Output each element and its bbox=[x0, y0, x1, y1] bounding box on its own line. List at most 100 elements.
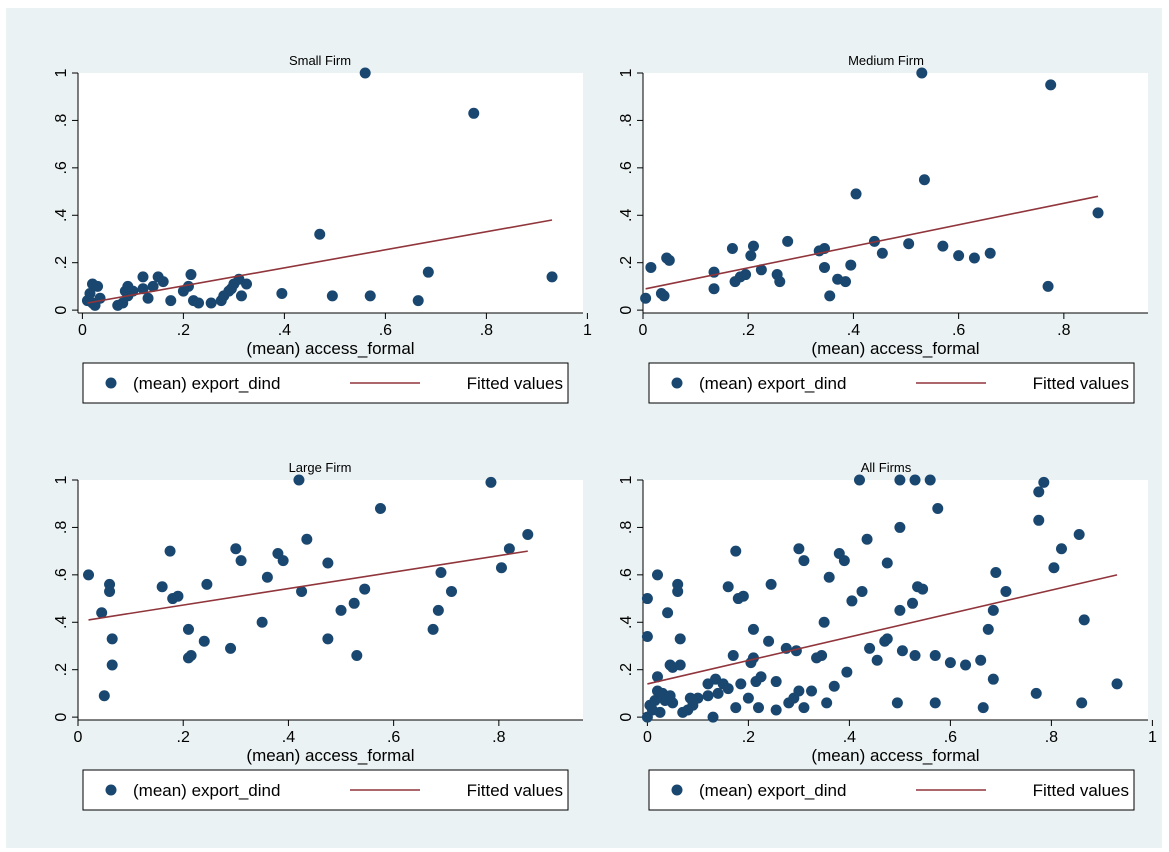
data-point bbox=[137, 283, 149, 295]
x-tick-label: .2 bbox=[742, 729, 755, 746]
data-point bbox=[806, 685, 818, 697]
data-point bbox=[296, 585, 308, 597]
fitted-line bbox=[645, 195, 1099, 290]
x-tick-label: .2 bbox=[742, 322, 755, 339]
data-point bbox=[944, 657, 956, 669]
y-tick-label: .4 bbox=[618, 208, 635, 221]
data-point bbox=[876, 247, 888, 259]
data-point bbox=[314, 228, 326, 240]
data-point bbox=[726, 242, 738, 254]
x-tick-label: .4 bbox=[843, 729, 856, 746]
chart-canvas: Small Firm 0 .2 .4 .6 .8 1 0 .2 .4 .6 .8 1 (mean) acc… bbox=[53, 53, 1157, 811]
y-tick-label: .6 bbox=[53, 161, 70, 174]
data-point bbox=[83, 569, 95, 581]
data-point bbox=[798, 702, 810, 714]
x-tick-label: 1 bbox=[583, 322, 592, 339]
data-point bbox=[755, 264, 767, 276]
data-point bbox=[960, 659, 972, 671]
plot-area bbox=[78, 480, 583, 720]
data-point bbox=[503, 543, 515, 555]
data-point bbox=[1033, 514, 1045, 526]
panel-title: Medium Firm bbox=[848, 53, 924, 68]
x-tick-label: 0 bbox=[78, 322, 87, 339]
x-axis-label: (mean) access_formal bbox=[811, 746, 979, 765]
data-point bbox=[277, 555, 289, 567]
data-point bbox=[104, 585, 116, 597]
panel-1: Small Firm 0 .2 .4 .6 .8 1 0 .2 .4 .6 .8 1 (mean) acc… bbox=[53, 53, 592, 404]
data-point bbox=[984, 247, 996, 259]
legend-marker bbox=[105, 784, 117, 796]
x-tick-label: 0 bbox=[74, 729, 83, 746]
data-point bbox=[864, 642, 876, 654]
data-point bbox=[782, 235, 794, 247]
data-point bbox=[907, 597, 919, 609]
data-point bbox=[894, 604, 906, 616]
y-tick-label: .8 bbox=[618, 114, 635, 127]
data-point bbox=[182, 623, 194, 635]
data-point bbox=[164, 545, 176, 557]
y-tick-label: 0 bbox=[618, 713, 635, 722]
data-point bbox=[752, 702, 764, 714]
data-point bbox=[658, 290, 670, 302]
data-point bbox=[881, 633, 893, 645]
y-tick-label: .2 bbox=[53, 663, 70, 676]
y-tick-label: .6 bbox=[53, 568, 70, 581]
data-point bbox=[241, 278, 253, 290]
data-point bbox=[824, 290, 836, 302]
data-point bbox=[841, 666, 853, 678]
y-tick-label: 0 bbox=[53, 306, 70, 315]
legend: (mean) export_dind Fitted values bbox=[82, 769, 569, 811]
data-point bbox=[975, 654, 987, 666]
data-point bbox=[641, 593, 653, 605]
data-point bbox=[84, 288, 96, 300]
data-point bbox=[763, 635, 775, 647]
fitted-line bbox=[647, 574, 1118, 685]
legend-marker bbox=[671, 377, 683, 389]
data-point bbox=[256, 616, 268, 628]
data-point bbox=[903, 238, 915, 250]
data-point bbox=[412, 295, 424, 307]
data-point bbox=[861, 533, 873, 545]
data-point bbox=[1048, 562, 1060, 574]
data-point bbox=[147, 280, 159, 292]
data-point bbox=[351, 649, 363, 661]
data-point bbox=[765, 578, 777, 590]
y-tick-label: 1 bbox=[53, 475, 70, 484]
data-point bbox=[106, 659, 118, 671]
data-point bbox=[891, 697, 903, 709]
data-point bbox=[896, 645, 908, 657]
data-point bbox=[745, 250, 757, 262]
data-point bbox=[198, 635, 210, 647]
x-tick-label: .6 bbox=[952, 322, 965, 339]
legend-label: (mean) export_dind bbox=[133, 781, 280, 800]
data-point bbox=[770, 676, 782, 688]
data-point bbox=[645, 261, 657, 273]
y-tick-label: .8 bbox=[53, 521, 70, 534]
data-point bbox=[1030, 687, 1042, 699]
data-point bbox=[818, 616, 830, 628]
legend-box bbox=[648, 769, 1135, 811]
data-point bbox=[1073, 529, 1085, 541]
data-point bbox=[1111, 678, 1123, 690]
data-point bbox=[712, 687, 724, 699]
data-point bbox=[651, 569, 663, 581]
data-point bbox=[730, 702, 742, 714]
data-point bbox=[649, 695, 661, 707]
data-point bbox=[157, 276, 169, 288]
data-point bbox=[364, 290, 376, 302]
data-point bbox=[1076, 697, 1088, 709]
y-tick-label: .8 bbox=[53, 114, 70, 127]
data-point bbox=[546, 271, 558, 283]
figure: Small Firm 0 .2 .4 .6 .8 1 0 .2 .4 .6 .8 1 (mean) acc… bbox=[6, 8, 1162, 848]
x-tick-label: .6 bbox=[379, 322, 392, 339]
y-tick-label: .8 bbox=[618, 521, 635, 534]
data-point bbox=[662, 607, 674, 619]
y-tick-label: .6 bbox=[618, 568, 635, 581]
data-point bbox=[722, 581, 734, 593]
data-point bbox=[205, 297, 217, 309]
data-point bbox=[640, 292, 652, 304]
data-point bbox=[335, 604, 347, 616]
x-tick-label: .8 bbox=[492, 729, 505, 746]
data-point bbox=[165, 295, 177, 307]
data-point bbox=[301, 533, 313, 545]
